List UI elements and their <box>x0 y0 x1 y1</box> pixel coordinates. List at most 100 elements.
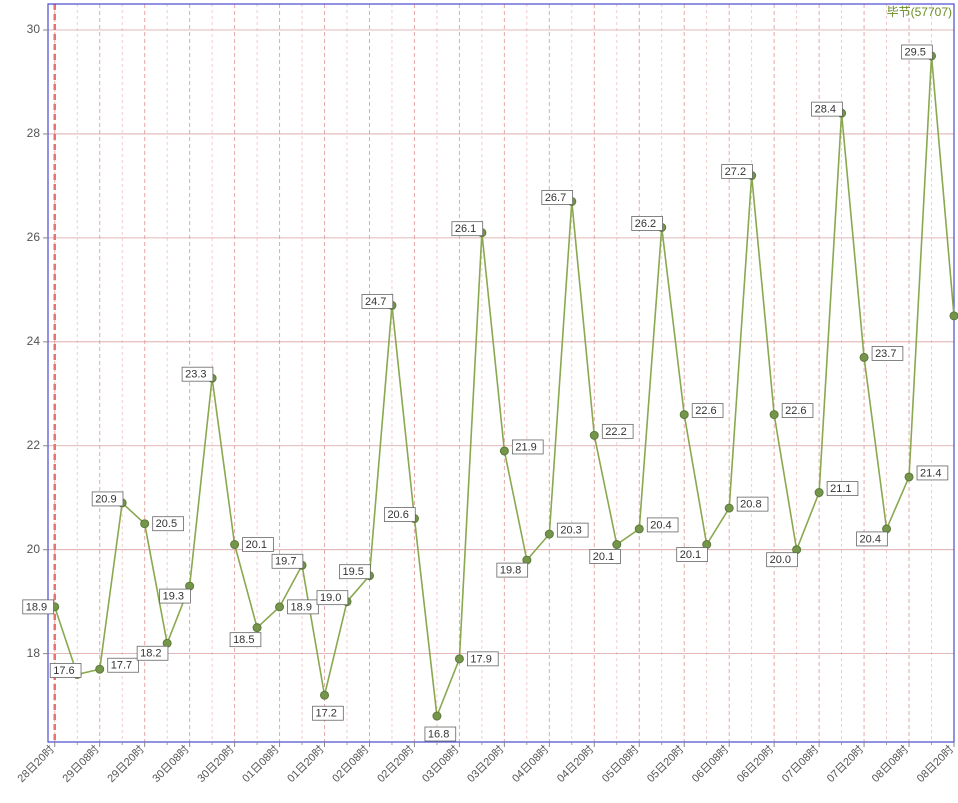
y-tick-label: 18 <box>27 646 41 660</box>
data-label: 24.7 <box>362 294 393 308</box>
data-point <box>276 603 284 611</box>
data-point <box>770 411 778 419</box>
svg-text:18.9: 18.9 <box>26 601 47 613</box>
data-label: 19.7 <box>272 554 303 568</box>
data-point <box>905 473 913 481</box>
data-label: 26.2 <box>632 216 663 230</box>
svg-text:17.9: 17.9 <box>470 653 491 665</box>
svg-text:20.1: 20.1 <box>680 549 701 561</box>
data-point <box>613 541 621 549</box>
svg-text:18.2: 18.2 <box>140 648 161 660</box>
svg-text:17.2: 17.2 <box>316 708 337 720</box>
svg-text:22.6: 22.6 <box>785 405 806 417</box>
svg-text:24.7: 24.7 <box>365 296 386 308</box>
data-point <box>455 655 463 663</box>
data-label: 22.6 <box>782 404 813 418</box>
data-label: 17.7 <box>108 658 139 672</box>
svg-text:26.7: 26.7 <box>545 192 566 204</box>
svg-text:19.3: 19.3 <box>163 590 184 602</box>
y-tick-label: 26 <box>27 230 41 244</box>
y-tick-label: 20 <box>27 542 41 556</box>
data-label: 18.5 <box>230 633 261 647</box>
legend-label: 毕节(57707) <box>887 5 952 19</box>
svg-text:19.8: 19.8 <box>500 565 521 577</box>
data-point <box>500 447 508 455</box>
data-label: 20.4 <box>857 532 888 546</box>
data-point <box>635 525 643 533</box>
svg-text:22.6: 22.6 <box>695 405 716 417</box>
data-point <box>725 504 733 512</box>
data-label: 26.7 <box>542 190 573 204</box>
data-label: 18.2 <box>137 646 168 660</box>
data-point <box>321 691 329 699</box>
data-label: 20.4 <box>647 518 678 532</box>
data-label: 19.5 <box>339 565 370 579</box>
y-tick-label: 22 <box>27 438 41 452</box>
svg-text:29.5: 29.5 <box>905 46 926 58</box>
y-tick-label: 30 <box>27 22 41 36</box>
data-point <box>545 530 553 538</box>
svg-text:28.4: 28.4 <box>815 104 836 116</box>
y-tick-label: 28 <box>27 126 41 140</box>
svg-text:20.9: 20.9 <box>95 493 116 505</box>
svg-text:20.4: 20.4 <box>650 519 671 531</box>
svg-text:26.2: 26.2 <box>635 218 656 230</box>
svg-text:27.2: 27.2 <box>725 166 746 178</box>
data-label: 18.9 <box>23 600 54 614</box>
svg-text:18.9: 18.9 <box>291 601 312 613</box>
data-point <box>141 520 149 528</box>
data-label: 20.1 <box>243 538 274 552</box>
data-label: 20.5 <box>153 517 184 531</box>
svg-text:17.7: 17.7 <box>111 660 132 672</box>
data-label: 26.1 <box>452 222 483 236</box>
svg-text:20.1: 20.1 <box>246 539 267 551</box>
chart-svg: 1820222426283028日20时29日08时29日20时30日08时30… <box>0 0 958 803</box>
svg-text:21.4: 21.4 <box>920 467 941 479</box>
data-label: 19.0 <box>317 591 348 605</box>
svg-text:17.6: 17.6 <box>53 665 74 677</box>
svg-text:21.9: 21.9 <box>515 441 536 453</box>
data-label: 19.8 <box>497 563 528 577</box>
svg-text:20.4: 20.4 <box>860 533 881 545</box>
data-label: 21.1 <box>827 482 858 496</box>
svg-text:26.1: 26.1 <box>455 223 476 235</box>
y-tick-label: 24 <box>27 334 41 348</box>
svg-text:20.3: 20.3 <box>560 525 581 537</box>
data-point <box>433 712 441 720</box>
svg-text:21.1: 21.1 <box>830 483 851 495</box>
data-label: 16.8 <box>425 727 456 741</box>
svg-text:16.8: 16.8 <box>428 728 449 740</box>
svg-text:18.5: 18.5 <box>233 634 254 646</box>
data-label: 20.0 <box>767 553 798 567</box>
svg-text:23.7: 23.7 <box>875 348 896 360</box>
svg-text:20.0: 20.0 <box>770 554 791 566</box>
data-label: 23.3 <box>182 367 213 381</box>
data-point <box>815 489 823 497</box>
data-label: 28.4 <box>812 102 843 116</box>
data-label: 17.9 <box>467 652 498 666</box>
data-label: 20.1 <box>677 548 708 562</box>
data-label: 20.6 <box>384 508 415 522</box>
svg-text:20.6: 20.6 <box>387 509 408 521</box>
chart-container: 1820222426283028日20时29日08时29日20时30日08时30… <box>0 0 958 803</box>
svg-text:22.2: 22.2 <box>605 426 626 438</box>
data-label: 21.9 <box>512 440 543 454</box>
data-label: 22.6 <box>692 404 723 418</box>
svg-text:19.5: 19.5 <box>342 566 363 578</box>
data-point <box>96 665 104 673</box>
svg-text:19.7: 19.7 <box>275 556 296 568</box>
data-point <box>860 353 868 361</box>
data-label: 22.2 <box>602 424 633 438</box>
data-label: 20.1 <box>590 550 621 564</box>
data-point <box>680 411 688 419</box>
svg-text:19.0: 19.0 <box>320 592 341 604</box>
svg-text:20.8: 20.8 <box>740 499 761 511</box>
data-point <box>590 431 598 439</box>
data-label: 21.4 <box>917 466 948 480</box>
data-point <box>231 541 239 549</box>
data-label: 20.3 <box>557 523 588 537</box>
data-label: 23.7 <box>872 346 903 360</box>
data-label: 18.9 <box>288 600 319 614</box>
data-label: 20.8 <box>737 497 768 511</box>
data-label: 19.3 <box>160 589 191 603</box>
